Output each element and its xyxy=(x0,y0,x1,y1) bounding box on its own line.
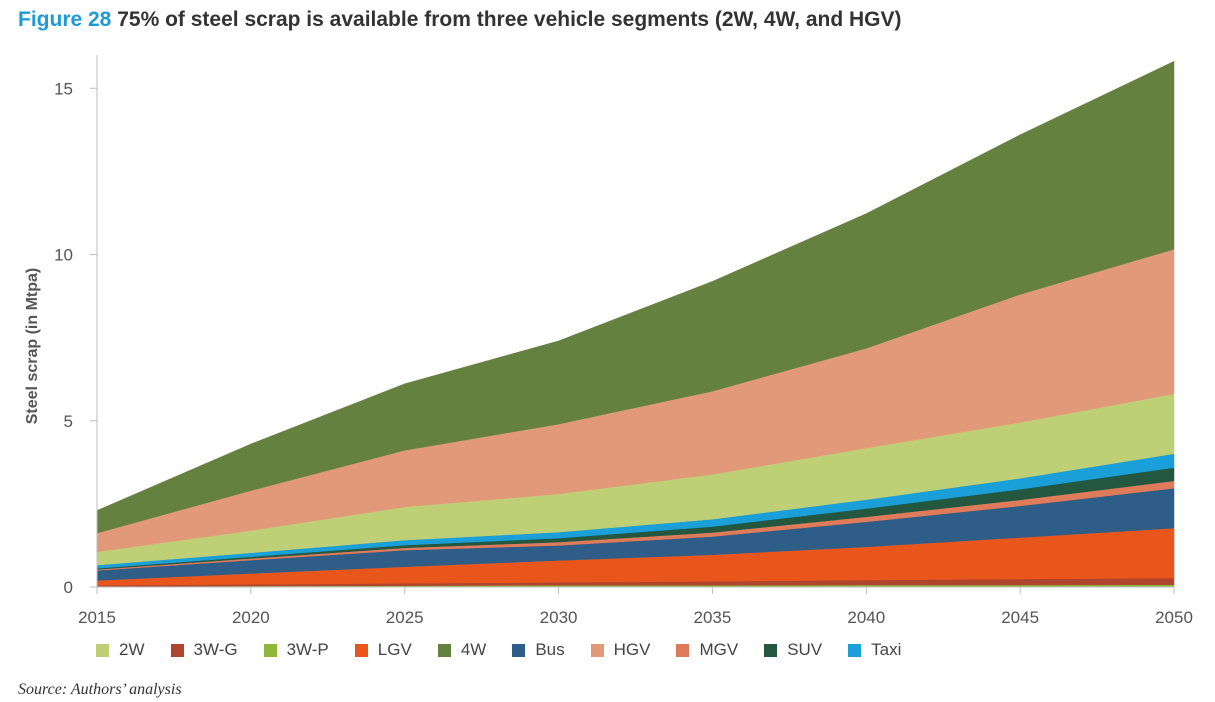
legend-label: 3W-G xyxy=(193,640,238,659)
y-tick-label: 10 xyxy=(54,246,73,265)
legend-label: 2W xyxy=(119,640,145,659)
legend-label: 4W xyxy=(460,640,487,659)
figure-title: Figure 28 75% of steel scrap is availabl… xyxy=(18,8,902,32)
legend-swatch xyxy=(96,643,109,657)
legend-item-bus: Bus xyxy=(512,640,565,660)
legend-item-hgv: HGV xyxy=(590,640,651,660)
legend-label: SUV xyxy=(787,640,823,659)
legend-label: Bus xyxy=(535,640,565,659)
area-layers xyxy=(96,60,1175,588)
legend-item-3w-g: 3W-G xyxy=(170,640,238,660)
legend-label: MGV xyxy=(699,640,739,659)
x-tick-label: 2035 xyxy=(694,608,732,627)
x-tick-label: 2050 xyxy=(1155,608,1193,627)
legend-item-3w-p: 3W-P xyxy=(263,640,329,660)
y-tick-label: 0 xyxy=(64,578,73,597)
legend-label: LGV xyxy=(377,640,412,659)
y-tick-label: 5 xyxy=(64,412,73,431)
legend-label: 3W-P xyxy=(286,640,329,659)
legend-item-suv: SUV xyxy=(764,640,822,660)
legend-item-lgv: LGV xyxy=(354,640,412,660)
legend-swatch xyxy=(437,643,451,657)
legend-swatch xyxy=(512,643,526,657)
legend-item-4w: 4W xyxy=(437,640,487,660)
legend-swatch xyxy=(848,643,862,657)
legend-item-taxi: Taxi xyxy=(848,640,901,660)
x-axis-ticks: 2015 2020 2025 2030 2035 2040 2045 2050 xyxy=(78,587,1193,627)
x-tick-label: 2030 xyxy=(540,608,578,627)
chart-legend: 2W 3W-G 3W-P LGV 4W Bus HGV MGV SUV Taxi xyxy=(96,640,927,660)
y-axis-ticks: 0 5 10 15 xyxy=(54,79,97,597)
x-tick-label: 2040 xyxy=(847,608,885,627)
legend-item-mgv: MGV xyxy=(676,640,738,660)
legend-label: Taxi xyxy=(871,640,902,659)
legend-label: HGV xyxy=(613,640,651,659)
x-tick-label: 2020 xyxy=(232,608,270,627)
y-tick-label: 15 xyxy=(54,79,73,98)
source-note: Source: Authors’ analysis xyxy=(18,681,182,698)
figure-title-text: 75% of steel scrap is available from thr… xyxy=(117,8,902,31)
x-tick-label: 2025 xyxy=(386,608,424,627)
legend-swatch xyxy=(263,643,277,657)
legend-swatch xyxy=(170,643,184,657)
legend-swatch xyxy=(354,643,368,657)
x-tick-label: 2015 xyxy=(78,608,116,627)
figure-label: Figure 28 xyxy=(18,8,112,31)
area-4w xyxy=(96,60,1175,534)
legend-swatch xyxy=(590,643,604,657)
x-tick-label: 2045 xyxy=(1001,608,1039,627)
legend-swatch xyxy=(676,643,690,657)
legend-swatch xyxy=(764,643,778,657)
legend-item-2w: 2W xyxy=(96,640,145,660)
y-axis-label: Steel scrap (in Mtpa) xyxy=(24,268,41,424)
